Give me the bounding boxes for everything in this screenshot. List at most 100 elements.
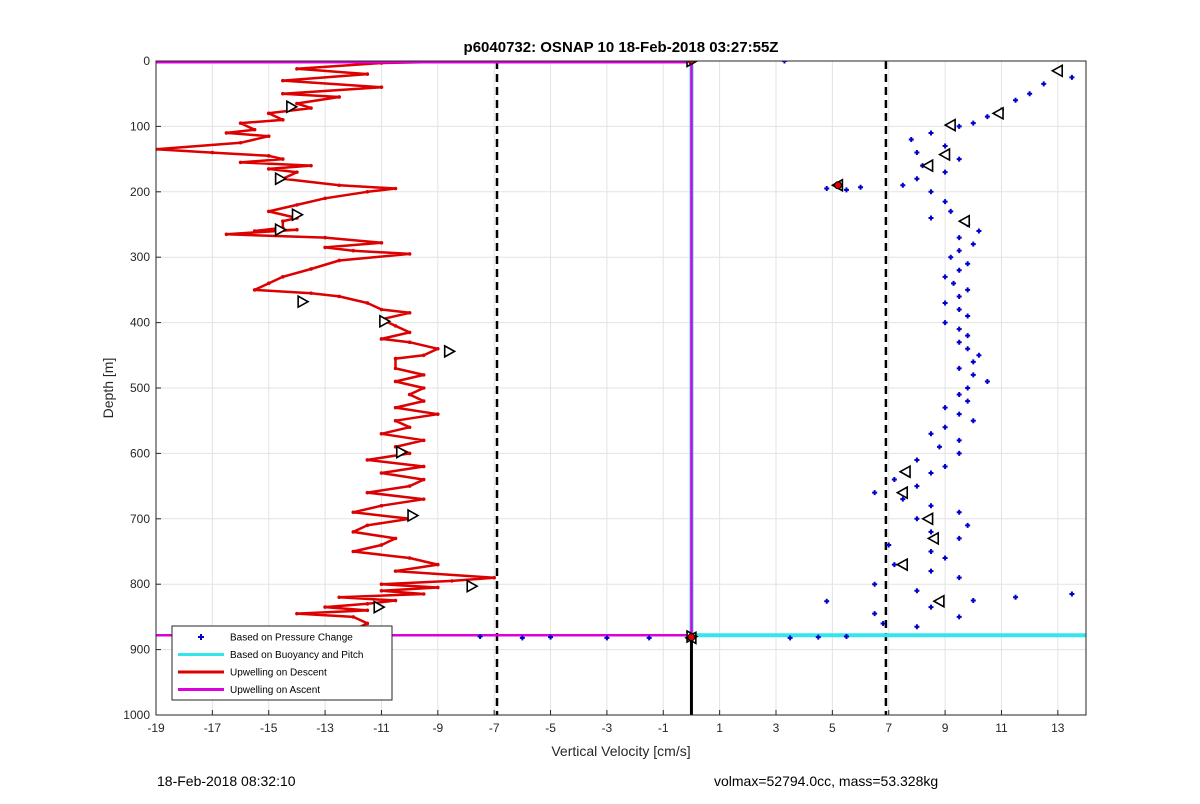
descent-point [379,307,384,312]
pressure-point [914,457,920,463]
pressure-point [942,300,948,306]
pressure-point [956,365,962,371]
descent-point [492,575,496,580]
pressure-point [956,248,962,254]
descent-point [365,608,370,613]
pressure-point [956,509,962,515]
pressure-point [928,503,934,509]
y-tick-label: 1000 [123,708,150,722]
descent-point [323,245,327,250]
pressure-point [914,588,920,594]
descent-point [295,611,299,616]
pressure-point [1013,97,1019,103]
descent-point [365,190,370,194]
descent-point [252,288,257,292]
x-tick-label: -13 [316,721,334,735]
descent-point [421,477,426,482]
pressure-point [928,604,934,610]
x-tick-label: 7 [885,721,892,735]
descent-point [337,95,341,99]
pressure-point [1069,591,1075,597]
descent-point [393,569,398,573]
pressure-point [824,598,830,604]
pressure-point [956,293,962,299]
descent-point [351,248,356,253]
legend-swatch [198,634,204,640]
descent-point [407,556,412,560]
descent-point [281,275,285,279]
descent-point [295,67,299,71]
pressure-point [942,555,948,561]
pressure-point [928,189,934,195]
descent-point [421,464,426,469]
legend-label: Upwelling on Descent [230,668,327,679]
descent-point [436,585,440,590]
x-tick-label: 5 [829,721,836,735]
descent-point [365,621,370,626]
triangle-marker [274,222,288,237]
triangle-marker [991,106,1004,121]
pressure-point [965,261,971,267]
descent-point [407,451,412,456]
surface-marker [687,61,695,65]
pressure-point [965,522,971,528]
triangle-marker [932,594,945,609]
y-axis-ticks: 0 100 200 300 400 500 600 700 800 900 1000 [123,54,161,722]
pressure-point [970,418,976,424]
descent-point [281,91,285,96]
pressure-point [984,378,990,384]
triangle-marker [1050,63,1064,78]
descent-point [393,356,398,361]
descent-point [351,615,356,619]
descent-point [295,227,299,232]
pressure-point [1069,74,1075,80]
descent-point [421,438,426,443]
pressure-point [914,483,920,489]
pressure-point [956,392,962,398]
x-tick-label: -7 [489,721,500,735]
pressure-point [843,187,849,193]
descent-point [393,405,398,410]
descent-point [393,418,398,423]
pressure-point [928,568,934,574]
descent-point [309,291,313,295]
descent-point [393,598,398,603]
x-tick-label: -9 [432,721,443,735]
pressure-point [1027,91,1033,97]
y-tick-label: 500 [130,381,150,395]
pressure-point [956,326,962,332]
descent-point [337,595,341,600]
descent-point [407,330,412,335]
triangle-marker [466,579,479,594]
legend: Based on Pressure Change Based on Buoyanc… [171,625,393,701]
pressure-point [956,535,962,541]
pressure-point [936,444,942,450]
pressure-point [886,542,892,548]
pressure-point [942,320,948,326]
descent-point [393,366,398,371]
descent-point [238,160,243,165]
y-tick-label: 700 [130,512,150,526]
triangle-marker [943,118,956,132]
descent-point [379,503,384,508]
descent-point [379,431,384,436]
pressure-point [914,150,920,156]
descent-point [379,337,384,341]
triangle-marker [921,158,934,173]
pressure-point [970,120,976,126]
pressure-point [956,123,962,129]
descent-point [323,196,327,201]
pressure-point [928,431,934,437]
descent-point [393,186,398,191]
descent-point [407,392,412,397]
descent-point [379,588,384,593]
triangle-marker [957,214,971,229]
triangle-marker [895,485,909,500]
pressure-point [872,611,878,617]
y-tick-label: 900 [130,643,150,657]
pressure-point [965,287,971,293]
descent-point [450,579,454,583]
descent-point [351,530,356,534]
pressure-point [942,405,948,411]
